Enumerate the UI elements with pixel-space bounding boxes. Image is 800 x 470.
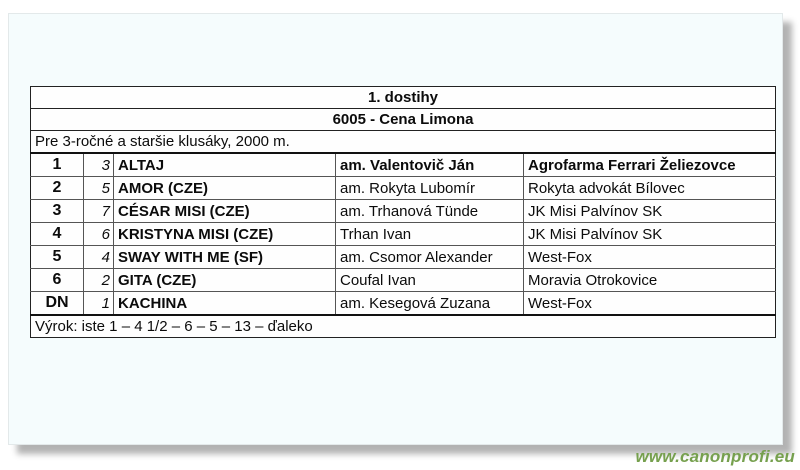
race-results-table: 1. dostihy 6005 - Cena Limona Pre 3-ročn…: [29, 86, 777, 338]
table-row: 2 5 AMOR (CZE) am. Rokyta Lubomír Rokyta…: [30, 176, 777, 200]
draw-cell: 6: [83, 222, 114, 246]
horse-cell: KACHINA: [113, 291, 336, 316]
draw-cell: 1: [83, 291, 114, 316]
driver-cell: Coufal Ivan: [335, 268, 524, 292]
owner-cell: Agrofarma Ferrari Želiezovce: [522, 152, 777, 177]
table-row: 5 4 SWAY WITH ME (SF) am. Csomor Alexand…: [30, 245, 777, 269]
verdict-text: Výrok: iste 1 – 4 1/2 – 6 – 5 – 13 – ďal…: [29, 314, 777, 338]
position-cell: 1: [30, 152, 84, 177]
race-conditions: Pre 3-ročné a staršie klusáky, 2000 m.: [29, 130, 777, 154]
horse-cell: AMOR (CZE): [113, 176, 336, 200]
draw-cell: 3: [83, 152, 114, 177]
draw-cell: 2: [83, 268, 114, 292]
position-cell: DN: [30, 291, 84, 316]
race-conditions-row: Pre 3-ročné a staršie klusáky, 2000 m.: [29, 130, 777, 154]
draw-cell: 5: [83, 176, 114, 200]
table-row: 4 6 KRISTYNA MISI (CZE) Trhan Ivan JK Mi…: [30, 222, 777, 246]
verdict-row: Výrok: iste 1 – 4 1/2 – 6 – 5 – 13 – ďal…: [29, 314, 777, 338]
draw-cell: 7: [83, 199, 114, 223]
race-name: 6005 - Cena Limona: [29, 108, 777, 131]
table-row: 3 7 CÉSAR MISI (CZE) am. Trhanová Tünde …: [30, 199, 777, 223]
position-cell: 4: [30, 222, 84, 246]
driver-cell: am. Kesegová Zuzana: [335, 291, 524, 316]
race-title: 1. dostihy: [29, 86, 777, 109]
document-page: 1. dostihy 6005 - Cena Limona Pre 3-ročn…: [8, 13, 783, 445]
race-name-row: 6005 - Cena Limona: [29, 108, 777, 131]
driver-cell: am. Trhanová Tünde: [335, 199, 524, 223]
horse-cell: ALTAJ: [113, 152, 336, 177]
horse-cell: KRISTYNA MISI (CZE): [113, 222, 336, 246]
position-cell: 2: [30, 176, 84, 200]
position-cell: 6: [30, 268, 84, 292]
owner-cell: Rokyta advokát Bílovec: [522, 176, 777, 200]
position-cell: 5: [30, 245, 84, 269]
race-title-row: 1. dostihy: [29, 86, 777, 109]
watermark-url: www.canonprofi.eu: [635, 447, 795, 466]
owner-cell: JK Misi Palvínov SK: [522, 199, 777, 223]
owner-cell: West-Fox: [522, 245, 777, 269]
owner-cell: West-Fox: [522, 291, 777, 316]
driver-cell: Trhan Ivan: [335, 222, 524, 246]
horse-cell: GITA (CZE): [113, 268, 336, 292]
driver-cell: am. Csomor Alexander: [335, 245, 524, 269]
draw-cell: 4: [83, 245, 114, 269]
owner-cell: Moravia Otrokovice: [522, 268, 777, 292]
driver-cell: am. Rokyta Lubomír: [335, 176, 524, 200]
table-row: 6 2 GITA (CZE) Coufal Ivan Moravia Otrok…: [30, 268, 777, 292]
horse-cell: CÉSAR MISI (CZE): [113, 199, 336, 223]
horse-cell: SWAY WITH ME (SF): [113, 245, 336, 269]
table-row: DN 1 KACHINA am. Kesegová Zuzana West-Fo…: [30, 291, 777, 316]
position-cell: 3: [30, 199, 84, 223]
driver-cell: am. Valentovič Ján: [335, 152, 524, 177]
table-row: 1 3 ALTAJ am. Valentovič Ján Agrofarma F…: [30, 152, 777, 177]
owner-cell: JK Misi Palvínov SK: [522, 222, 777, 246]
